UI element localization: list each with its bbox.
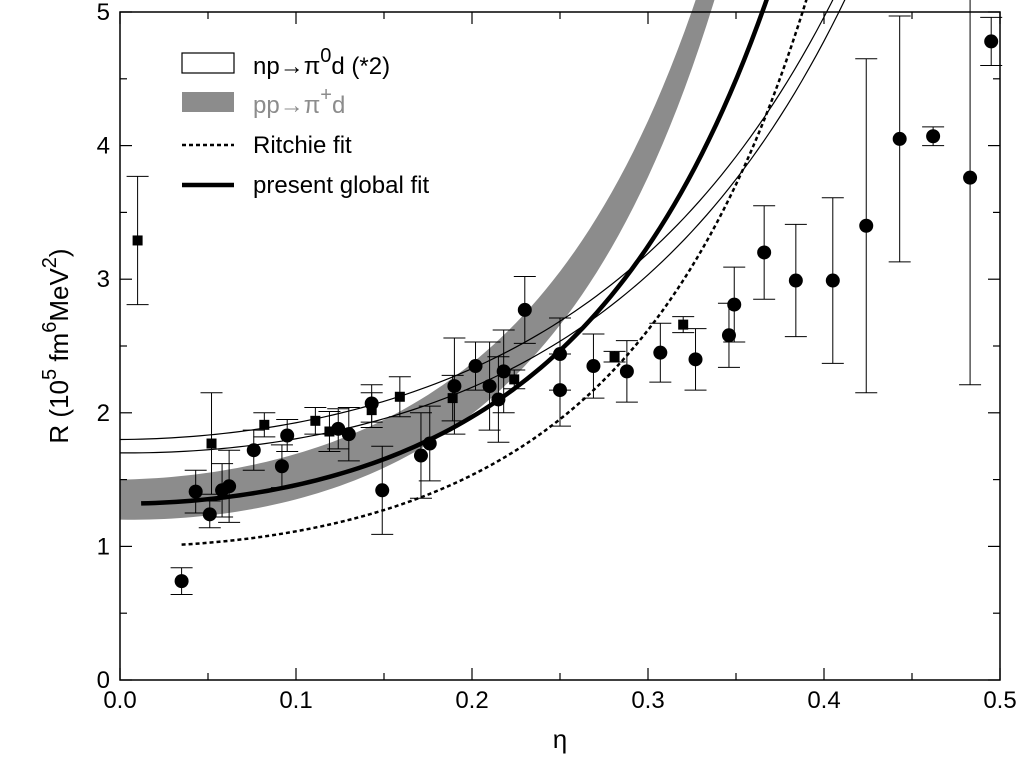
data-point-circle bbox=[447, 379, 462, 394]
data-point-circle bbox=[688, 352, 703, 367]
y-axis-title-suffix: ) bbox=[44, 248, 74, 257]
legend-label-np-base: np→π bbox=[253, 53, 320, 80]
data-point-square bbox=[366, 405, 377, 416]
data-point-circle bbox=[202, 507, 217, 522]
axis-tick-labels: 0.0 0.1 0.2 0.3 0.4 0.5 0 1 2 3 4 5 bbox=[97, 0, 1017, 714]
data-point-circle bbox=[246, 443, 261, 458]
y-axis-title-prefix: R (10 bbox=[44, 380, 74, 444]
data-point-circle bbox=[491, 392, 506, 407]
pp-band bbox=[120, 0, 715, 520]
data-point-circle bbox=[553, 383, 567, 398]
y-tick-label: 4 bbox=[97, 133, 110, 160]
data-point-circle bbox=[727, 297, 742, 312]
data-point-circle bbox=[280, 428, 295, 443]
axis-ticks bbox=[119, 11, 1001, 681]
ritchie-fit-line bbox=[181, 0, 808, 546]
data-point-circle bbox=[174, 574, 189, 589]
curves-layer bbox=[119, 0, 846, 546]
x-tick-label: 0.1 bbox=[279, 687, 312, 714]
data-point-circle bbox=[926, 129, 941, 144]
y-tick-label: 1 bbox=[97, 533, 110, 560]
data-point-circle bbox=[788, 273, 803, 288]
data-point-circle bbox=[422, 436, 437, 451]
legend-label-pp-base: pp→π bbox=[253, 92, 320, 119]
x-tick-label: 0.3 bbox=[631, 687, 664, 714]
data-point-circle bbox=[653, 345, 668, 360]
x-tick-label: 0.5 bbox=[983, 687, 1016, 714]
data-point-circle bbox=[619, 364, 634, 379]
data-point-circle bbox=[222, 479, 237, 494]
legend-label-np-sup: 0 bbox=[320, 45, 331, 67]
y-axis-title-exp2: 6 bbox=[39, 322, 61, 333]
x-tick-label: 0.4 bbox=[807, 687, 840, 714]
x-tick-label: 0.2 bbox=[455, 687, 488, 714]
legend-label-ritchie: Ritchie fit bbox=[253, 132, 352, 159]
y-axis-title-exp1: 5 bbox=[39, 369, 61, 380]
data-point-square bbox=[324, 426, 335, 437]
data-point-circle bbox=[468, 359, 483, 374]
data-point-square bbox=[132, 235, 143, 246]
data-point-circle bbox=[496, 364, 511, 379]
data-point-square bbox=[259, 419, 270, 430]
data-point-circle bbox=[721, 328, 736, 343]
legend-swatch-pp-band bbox=[182, 92, 234, 112]
data-point-circle bbox=[586, 359, 601, 374]
legend-swatch-np-band bbox=[181, 52, 235, 74]
legend-label-pp-sup: + bbox=[320, 84, 332, 106]
y-axis-title-exp3: 2 bbox=[39, 257, 61, 268]
data-point-circle bbox=[825, 273, 840, 288]
data-point-circle bbox=[331, 421, 346, 436]
x-axis-title: η bbox=[553, 724, 567, 754]
data-point-circle bbox=[859, 218, 874, 233]
data-point-circle bbox=[375, 483, 390, 498]
data-point-square bbox=[394, 391, 405, 402]
legend-label-pp: pp→π+d bbox=[253, 84, 345, 119]
data-point-circle bbox=[892, 131, 907, 146]
data-point-circle bbox=[963, 170, 978, 185]
data-point-circle bbox=[517, 302, 532, 317]
y-tick-label: 0 bbox=[97, 667, 110, 694]
y-tick-label: 5 bbox=[97, 0, 110, 26]
legend-label-pp-rest: d bbox=[332, 92, 345, 119]
data-point-circle bbox=[188, 484, 203, 499]
y-axis-title-mid2: MeV bbox=[44, 268, 74, 322]
data-point-circle bbox=[341, 427, 356, 442]
x-tick-label: 0.0 bbox=[103, 687, 136, 714]
legend: np→π0d (*2) pp→π+d Ritchie fit present g… bbox=[181, 45, 429, 199]
data-point-circle bbox=[482, 379, 497, 394]
legend-label-global: present global fit bbox=[253, 172, 429, 199]
data-point-circle bbox=[984, 34, 999, 49]
y-tick-label: 3 bbox=[97, 266, 110, 293]
data-point-square bbox=[609, 351, 620, 362]
y-tick-label: 2 bbox=[97, 400, 110, 427]
data-point-circle bbox=[413, 448, 428, 463]
y-axis-title-mid: fm bbox=[44, 333, 74, 369]
data-point-square bbox=[310, 415, 321, 426]
data-point-circle bbox=[274, 459, 289, 474]
y-axis-title: R (105 fm6MeV2) bbox=[39, 248, 74, 443]
legend-label-np: np→π0d (*2) bbox=[253, 45, 390, 80]
legend-label-np-rest: d (*2) bbox=[331, 53, 390, 80]
data-point-square bbox=[206, 438, 217, 449]
data-points-layer bbox=[126, 0, 1003, 595]
data-point-square bbox=[678, 319, 689, 330]
data-point-square bbox=[447, 393, 458, 404]
data-point-circle bbox=[757, 245, 772, 260]
data-point-square bbox=[509, 374, 520, 385]
